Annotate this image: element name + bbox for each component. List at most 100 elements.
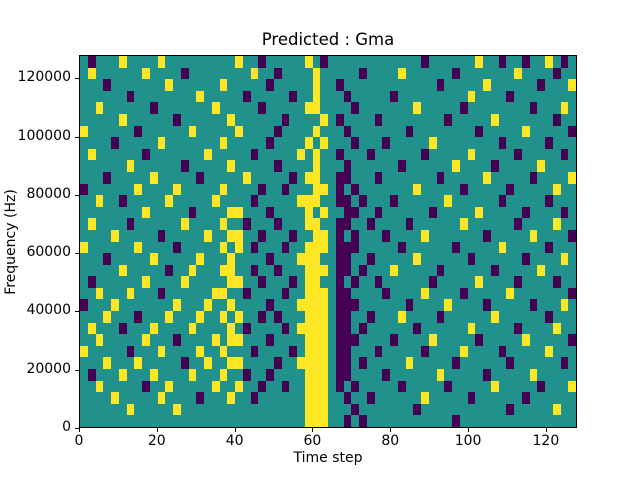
heatmap-cell [498,137,507,149]
heatmap-cell [428,334,437,346]
heatmap-cell [204,148,212,161]
heatmap-cell [514,148,522,161]
heatmap-cell [142,206,150,219]
heatmap-cell [320,392,328,404]
heatmap-cell [413,253,421,265]
heatmap-cell [281,380,290,393]
heatmap-cell [87,322,96,335]
heatmap-cell [335,264,344,277]
heatmap-cell [312,90,321,103]
heatmap-cell [552,403,561,416]
heatmap-cell [227,299,235,312]
heatmap-cell [467,148,476,161]
heatmap-cell [568,229,576,242]
heatmap-cell [335,195,344,207]
heatmap-cell [250,392,259,404]
y-tick-label: 40000 [26,302,71,319]
heatmap-cell [103,253,111,265]
heatmap-cell [343,287,352,300]
heatmap-cell [180,160,189,172]
heatmap-cell [366,311,375,323]
heatmap-cell [382,229,390,242]
heatmap-cell [297,357,305,370]
heatmap-cell [459,183,468,196]
heatmap-cell [242,171,251,184]
heatmap-cell [111,229,119,242]
heatmap-cell [281,113,290,126]
heatmap-cell [134,311,142,323]
heatmap-cell [397,160,406,172]
heatmap-cell [219,369,228,381]
heatmap-cell [118,56,127,68]
heatmap-cell [87,148,96,161]
heatmap-cell [312,287,321,300]
heatmap-cell [359,67,367,80]
heatmap-cell [87,218,96,230]
heatmap-cell [312,357,321,370]
heatmap-cell [95,380,104,393]
heatmap-cell [514,67,522,80]
heatmap-cell [235,311,243,323]
heatmap-cell [320,415,328,427]
heatmap-cell [211,380,220,393]
heatmap-cell [80,345,88,358]
heatmap-cell [227,322,235,335]
heatmap-cell [304,287,313,300]
heatmap-cell [235,241,243,254]
heatmap-cell [475,125,483,138]
heatmap-cell [560,102,569,114]
heatmap-cell [312,195,321,207]
heatmap-cell [227,229,235,242]
heatmap-cell [343,345,352,358]
heatmap-cell [304,403,313,416]
heatmap-cell [289,171,297,184]
heatmap-cell [118,113,127,126]
heatmap-cell [312,148,321,161]
heatmap-cell [537,79,545,91]
heatmap-cell [343,264,352,277]
heatmap-cell [266,253,274,265]
heatmap-cell [320,206,328,219]
heatmap-cell [273,218,282,230]
heatmap-cell [421,287,429,300]
heatmap-cell [483,171,491,184]
heatmap-cell [142,67,150,80]
heatmap-cell [242,369,251,381]
heatmap-cell [436,369,445,381]
heatmap-cell [173,241,181,254]
heatmap-cell [428,276,437,288]
heatmap-cell [490,311,499,323]
heatmap-cell [304,137,313,149]
heatmap-cell [320,137,328,149]
heatmap-cell [343,171,352,184]
heatmap-cell [506,357,514,370]
heatmap-cell [343,241,352,254]
heatmap-cell [498,56,507,68]
heatmap-cell [366,218,375,230]
y-tick-mark [75,194,79,196]
heatmap-cell [537,264,545,277]
heatmap-cell [312,102,321,114]
heatmap-cell [459,287,468,300]
heatmap-cell [304,56,313,68]
heatmap-cell [312,276,321,288]
heatmap-cell [258,229,266,242]
heatmap-cell [312,334,321,346]
heatmap-cell [560,206,569,219]
heatmap-cell [126,345,135,358]
heatmap-cell [180,276,189,288]
heatmap-cell [173,334,181,346]
heatmap-cell [452,67,460,80]
heatmap-cell [289,229,297,242]
heatmap-cell [304,357,313,370]
heatmap-cell [235,229,243,242]
heatmap-cell [343,253,352,265]
heatmap-cell [165,195,173,207]
heatmap-cell [529,229,538,242]
heatmap-cell [80,241,88,254]
heatmap-cell [227,276,235,288]
heatmap-cell [568,287,576,300]
heatmap-cell [335,79,344,91]
heatmap-cell [118,369,127,381]
heatmap-cell [227,334,235,346]
